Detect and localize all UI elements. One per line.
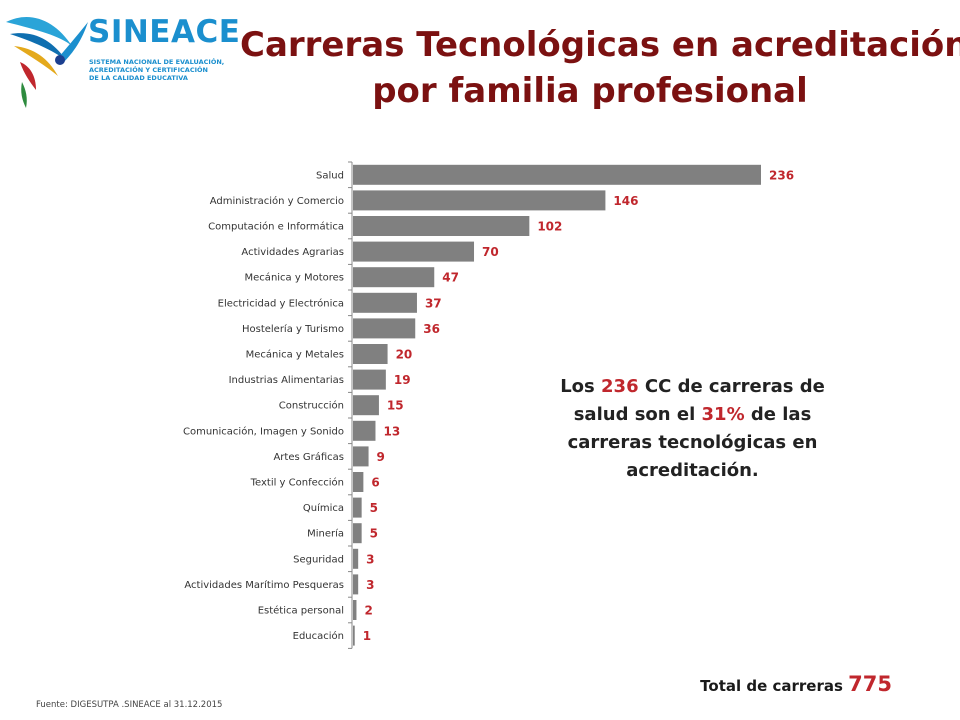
category-label: Actividades Marítimo Pesqueras (184, 579, 344, 591)
category-label: Artes Gráficas (273, 451, 344, 463)
bar (353, 600, 357, 620)
category-label: Computación e Informática (208, 221, 344, 233)
value-label: 36 (423, 322, 440, 336)
bar (353, 395, 379, 416)
value-label: 5 (370, 527, 378, 541)
bar (353, 241, 475, 262)
value-label: 102 (537, 220, 562, 234)
bar (353, 369, 386, 390)
category-label: Salud (316, 170, 344, 181)
title-line-1: Carreras Tecnológicas en acreditación (240, 25, 960, 65)
callout-percent: 31% (701, 404, 745, 425)
bar (353, 472, 364, 492)
page-title: Carreras Tecnológicas en acreditación po… (240, 22, 960, 114)
category-label: Construcción (279, 400, 344, 412)
category-label: Hostelería y Turismo (242, 323, 344, 335)
value-label: 37 (425, 296, 442, 310)
bar (353, 420, 376, 441)
value-label: 9 (377, 450, 385, 464)
category-label: Minería (307, 528, 344, 540)
hummingbird-logo-icon (6, 16, 88, 108)
bar (353, 292, 417, 313)
sineace-logo: SINEACE SISTEMA NACIONAL DE EVALUACIÓN, … (0, 0, 240, 115)
category-label: Actividades Agrarias (241, 247, 344, 258)
bar (353, 318, 416, 339)
bar (353, 344, 388, 364)
value-label: 15 (387, 399, 404, 413)
callout-count: 236 (601, 376, 639, 397)
value-label: 13 (383, 424, 400, 438)
bar (353, 267, 435, 288)
category-label: Mecánica y Metales (246, 349, 344, 361)
category-label: Química (303, 502, 344, 514)
category-label: Estética personal (258, 605, 344, 617)
category-label: Educación (293, 630, 344, 642)
logo-wordmark: SINEACE (88, 14, 241, 50)
value-label: 19 (394, 373, 411, 387)
title-line-2: por familia profesional (372, 71, 808, 111)
total-value: 775 (848, 672, 892, 696)
value-label: 20 (396, 348, 413, 362)
category-label: Textil y Confección (250, 477, 344, 489)
value-label: 236 (769, 168, 794, 182)
value-label: 47 (442, 271, 459, 285)
value-label: 70 (482, 245, 499, 259)
bar (353, 164, 761, 185)
source-note: Fuente: DIGESUTPA .SINEACE al 31.12.2015 (36, 700, 223, 710)
category-label: Electricidad y Electrónica (218, 297, 344, 309)
bar (353, 446, 369, 467)
value-label: 3 (366, 578, 374, 592)
category-label: Industrias Alimentarias (229, 375, 344, 386)
value-label: 6 (371, 476, 379, 490)
value-label: 146 (613, 194, 638, 208)
category-label: Comunicación, Imagen y Sonido (183, 425, 344, 437)
total-careers: Total de carreras 775 (700, 672, 892, 696)
bar (353, 523, 362, 544)
value-label: 3 (366, 552, 374, 566)
total-label: Total de carreras (700, 677, 849, 695)
bar (353, 190, 606, 211)
category-label: Mecánica y Motores (245, 272, 344, 284)
category-label: Administración y Comercio (210, 195, 344, 207)
callout-text: Los 236 CC de carreras de salud son el 3… (560, 376, 825, 481)
bar (353, 216, 530, 236)
bar (353, 574, 359, 595)
value-label: 5 (370, 501, 378, 515)
value-label: 2 (364, 604, 372, 618)
bar (353, 625, 355, 646)
category-label: Seguridad (293, 554, 344, 565)
logo-subtitle: SISTEMA NACIONAL DE EVALUACIÓN, ACREDITA… (89, 58, 225, 82)
value-label: 1 (363, 629, 371, 643)
bar (353, 548, 359, 569)
bar (353, 497, 362, 518)
